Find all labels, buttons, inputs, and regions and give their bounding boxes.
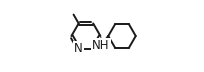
Text: NH: NH <box>92 39 110 52</box>
Text: N: N <box>74 42 83 55</box>
